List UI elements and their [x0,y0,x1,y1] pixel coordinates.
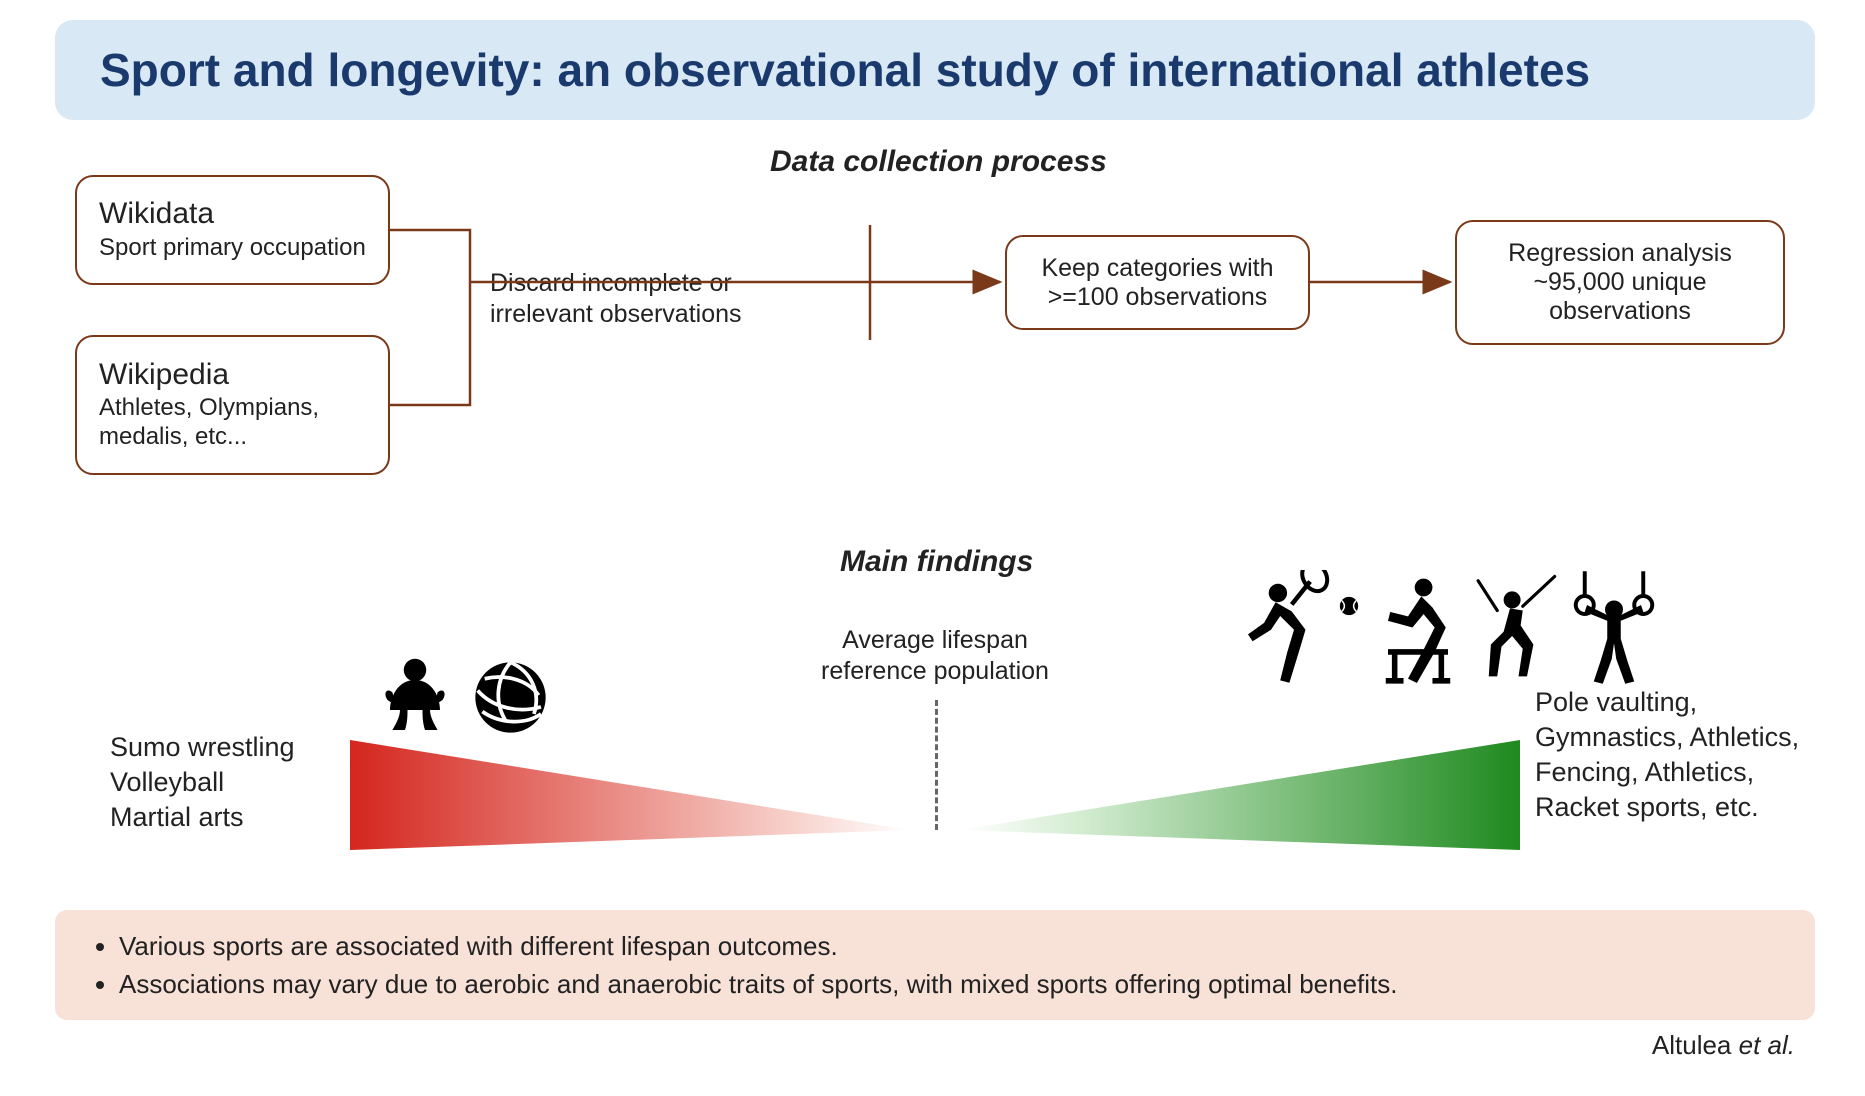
attribution-name: Altulea [1652,1030,1739,1060]
page-title: Sport and longevity: an observational st… [100,43,1590,97]
section-label-collection: Data collection process [770,145,1107,179]
flow-box-keep: Keep categories with >=100 observations [1005,235,1310,330]
hurdle-icon [1368,570,1468,685]
volleyball-icon [473,660,548,735]
findings-bullets: Various sports are associated with diffe… [55,910,1815,1020]
lifespan-center-divider [935,700,938,830]
flow-box-wikidata: Wikidata Sport primary occupation [75,175,390,285]
box-title: Wikipedia [99,358,366,393]
box-sub: Sport primary occupation [99,234,366,263]
box-text-l2: ~95,000 unique observations [1479,268,1761,326]
attribution-etal: et al. [1739,1030,1795,1060]
tennis-icon [1235,570,1330,685]
flow-box-regression: Regression analysis ~95,000 unique obser… [1455,220,1785,345]
flow-label-discard: Discard incomplete or irrelevant observa… [490,268,820,331]
fencing-icon [1476,570,1561,685]
bullet-1: Various sports are associated with diffe… [119,928,1779,966]
lifespan-negative-sports: Sumo wrestling Volleyball Martial arts [110,730,340,835]
baseball-icon [1338,595,1360,617]
center-l2: reference population [821,657,1049,685]
lifespan-center-note: Average lifespan reference population [795,625,1075,688]
lifespan-area: Average lifespan reference population Su… [55,590,1815,880]
flow-box-wikipedia: Wikipedia Athletes, Olympians, medalis, … [75,335,390,475]
box-title: Wikidata [99,197,366,232]
positive-sport-icons [1235,570,1659,685]
gymnastics-rings-icon [1569,570,1659,685]
wedge-positive [960,740,1520,870]
section-label-findings: Main findings [840,545,1033,579]
wedge-negative [350,740,910,870]
bullet-2: Associations may vary due to aerobic and… [119,966,1779,1004]
box-text: Keep categories with >=100 observations [1029,254,1286,312]
negative-sport-icons [375,655,548,735]
box-text-l1: Regression analysis [1508,239,1732,268]
attribution: Altulea et al. [1652,1030,1795,1061]
lifespan-positive-sports: Pole vaulting, Gymnastics, Athletics, Fe… [1535,685,1825,825]
center-l1: Average lifespan [842,626,1028,654]
title-banner: Sport and longevity: an observational st… [55,20,1815,120]
box-sub: Athletes, Olympians, medalis, etc... [99,394,366,452]
sumo-icon [375,655,455,735]
